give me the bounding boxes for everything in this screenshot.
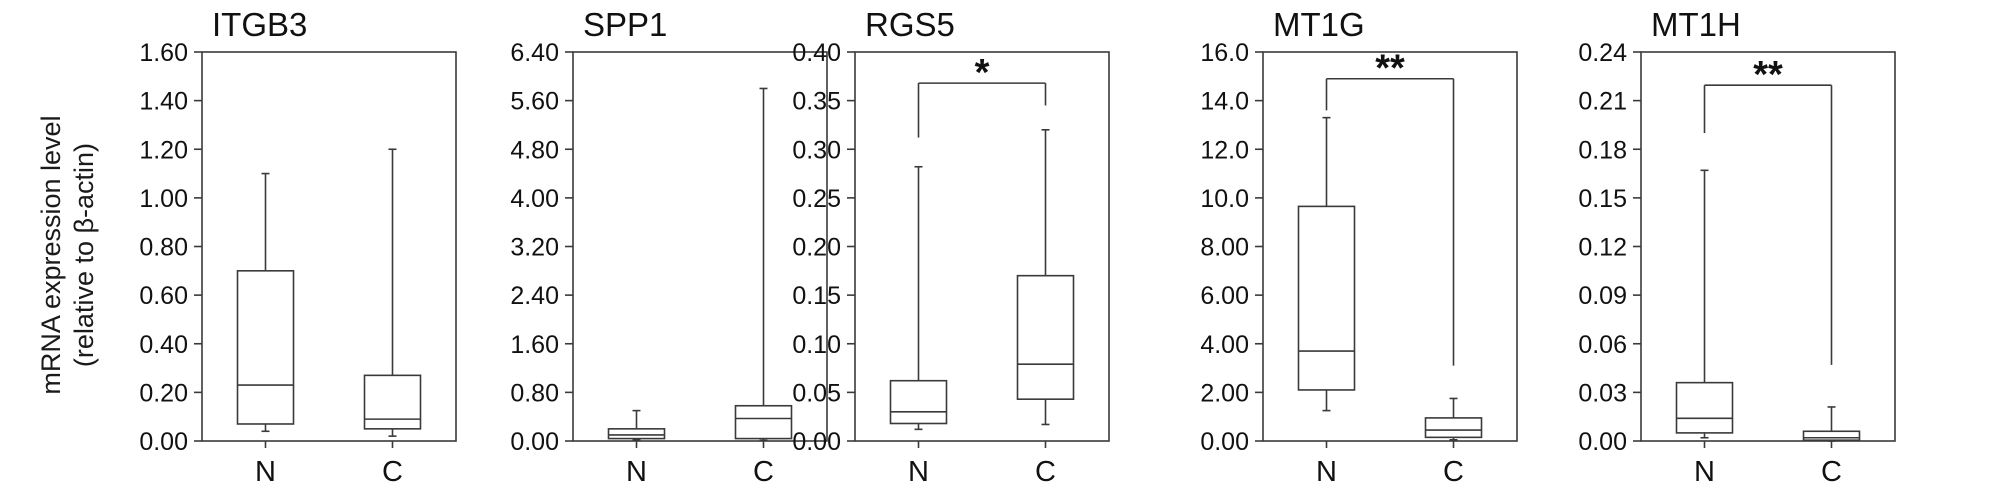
y-tick-label: 0.10 [792,331,841,359]
panel-mt1g: MT1G 0.00 2.00 4.00 6.00 8.00 10.0 12.0 14.0 16.0… [1200,6,1518,488]
x-tick-label: N [626,456,647,488]
panel-title: MT1H [1651,6,1741,43]
panel-title: ITGB3 [212,6,307,43]
panel-title: MT1G [1273,6,1365,43]
panel-rgs5: RGS5 0.00 0.05 0.10 0.15 0.20 0.25 0.30 0.35 0.40… [792,6,1110,488]
panel-spp1: SPP1 0.00 0.80 1.60 2.40 3.20 4.00 4.80 5.60 6.40… [510,6,828,488]
significance-label: ** [1375,48,1405,90]
x-tick-label: C [382,456,403,488]
iqr-box [1424,417,1483,439]
panel-mt1h: MT1H 0.00 0.03 0.06 0.09 0.12 0.15 0.18 0.21 0.24… [1578,6,1896,488]
significance-bracket: * [917,52,1047,138]
y-tick-label: 5.60 [510,88,559,116]
x-tick-label: C [753,456,774,488]
box-c [1016,129,1075,426]
y-tick-label: 4.80 [510,136,559,164]
y-tick-label: 0.00 [510,428,559,456]
y-tick-label: 12.0 [1200,136,1249,164]
significance-label: * [975,52,990,94]
y-tick-label: 0.06 [1578,331,1627,359]
y-tick-label: 2.00 [1200,379,1249,407]
y-tick-label: 0.05 [792,379,841,407]
significance-bracket: ** [1703,54,1833,365]
plot-frame [572,51,828,442]
y-tick-label: 0.15 [792,282,841,310]
x-tick-label: C [1443,456,1464,488]
y-tick-label: 4.00 [1200,331,1249,359]
x-tick-label: C [1821,456,1842,488]
iqr-box [1016,274,1075,400]
y-tick-label: 1.60 [139,39,188,67]
box-c [734,87,793,442]
iqr-box [889,379,948,425]
y-tick-label: 6.00 [1200,282,1249,310]
y-tick-label: 1.00 [139,185,188,213]
box-c [1802,406,1861,442]
y-tick-label: 0.25 [792,185,841,213]
iqr-box [363,374,422,430]
x-tick-label: N [908,456,929,488]
y-tick-label: 0.00 [1200,428,1249,456]
y-tick-label: 6.40 [510,39,559,67]
iqr-box [1802,430,1861,441]
y-tick-label: 0.00 [1578,428,1627,456]
y-tick-label: 14.0 [1200,88,1249,116]
box-c [363,148,422,437]
y-tick-label: 10.0 [1200,185,1249,213]
y-tick-label: 8.00 [1200,234,1249,262]
y-tick-label: 2.40 [510,282,559,310]
y-tick-label: 0.40 [139,331,188,359]
y-tick-label: 0.60 [139,282,188,310]
y-tick-label: 16.0 [1200,39,1249,67]
significance-label: ** [1753,54,1783,96]
box-n [889,165,948,431]
y-tick-label: 1.60 [510,331,559,359]
box-n [236,172,295,433]
box-n [1297,116,1356,412]
iqr-box [1297,205,1356,391]
y-tick-label: 0.12 [1578,234,1627,262]
panel-title: RGS5 [865,6,955,43]
y-tick-label: 0.40 [792,39,841,67]
y-tick-label: 4.00 [510,185,559,213]
y-tick-label: 0.18 [1578,136,1627,164]
y-tick-label: 3.20 [510,234,559,262]
y-tick-label: 0.24 [1578,39,1627,67]
y-tick-label: 1.40 [139,88,188,116]
x-tick-label: C [1035,456,1056,488]
significance-bracket: ** [1325,48,1455,366]
y-tick-label: 0.80 [510,379,559,407]
box-n [1675,169,1734,439]
panel-title: SPP1 [583,6,667,43]
x-tick-label: N [1316,456,1337,488]
box-n [607,409,666,441]
y-tick-label: 0.20 [139,379,188,407]
y-tick-label: 0.30 [792,136,841,164]
y-tick-label: 0.00 [792,428,841,456]
iqr-box [236,270,295,425]
y-tick-label: 0.80 [139,234,188,262]
iqr-box [607,428,666,440]
y-tick-label: 0.35 [792,88,841,116]
iqr-box [1675,381,1734,434]
y-tick-label: 0.15 [1578,185,1627,213]
y-tick-label: 0.03 [1578,379,1627,407]
y-tick-label: 0.21 [1578,88,1627,116]
y-tick-label: 0.20 [792,234,841,262]
box-c [1424,397,1483,441]
y-tick-label: 1.20 [139,136,188,164]
panel-itgb3: ITGB3 0.00 0.20 0.40 0.60 0.80 1.00 1.20 1.40 1.6… [139,6,457,488]
iqr-box [734,404,793,440]
y-tick-label: 0.09 [1578,282,1627,310]
x-tick-label: N [1694,456,1715,488]
x-tick-label: N [255,456,276,488]
y-tick-label: 0.00 [139,428,188,456]
